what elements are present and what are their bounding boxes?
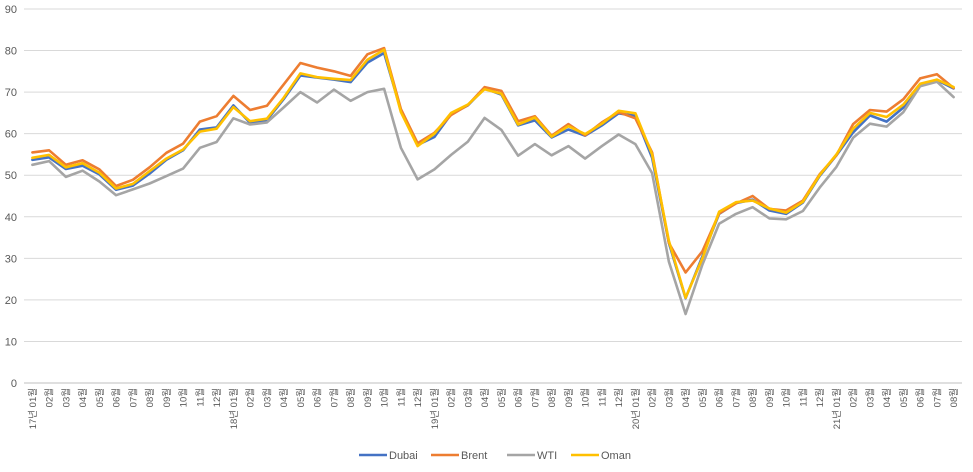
x-tick-label: 10월: [580, 388, 592, 407]
x-tick-label: 06월: [111, 388, 123, 407]
x-tick-label: 06월: [513, 388, 525, 407]
legend-item-oman: Oman: [571, 450, 631, 462]
x-tick-label: 05월: [295, 388, 307, 407]
x-tick-label: 21년 01월: [831, 388, 843, 429]
x-tick-label: 02월: [245, 388, 257, 407]
x-tick-label: 04월: [77, 388, 89, 407]
x-tick-label: 03월: [261, 388, 273, 407]
x-tick-label: 07월: [328, 388, 340, 407]
x-tick-label: 09월: [563, 388, 575, 407]
x-tick-label: 05월: [94, 388, 106, 407]
x-tick-label: 12월: [814, 388, 826, 407]
x-tick-label: 09월: [161, 388, 173, 407]
series-line-brent: [31, 46, 955, 274]
x-tick-label: 09월: [764, 388, 776, 407]
x-tick-label: 03월: [60, 388, 72, 407]
y-tick-label: 90: [5, 4, 17, 16]
x-tick-label: 08월: [948, 388, 960, 407]
x-tick-label: 10월: [379, 388, 391, 407]
x-tick-label: 04월: [680, 388, 692, 407]
y-tick-label: 10: [5, 336, 17, 348]
x-tick-label: 08월: [144, 388, 156, 407]
x-tick-label: 07월: [529, 388, 541, 407]
legend-label: Oman: [601, 450, 631, 462]
x-tick-label: 06월: [312, 388, 324, 407]
legend: Dubai Brent WTI Oman: [359, 450, 631, 462]
x-tick-label: 10월: [781, 388, 793, 407]
x-tick-label: 02월: [848, 388, 860, 407]
y-tick-label: 30: [5, 253, 17, 265]
x-tick-label: 05월: [496, 388, 508, 407]
x-tick-label: 06월: [714, 388, 726, 407]
legend-item-wti: WTI: [507, 450, 557, 462]
x-tick-label: 03월: [462, 388, 474, 407]
legend-label: Dubai: [389, 450, 418, 462]
x-tick-label: 12월: [613, 388, 625, 407]
series-line-oman: [31, 48, 955, 300]
x-tick-label: 17년 01월: [27, 388, 39, 429]
x-tick-label: 05월: [898, 388, 910, 407]
x-tick-label: 18년 01월: [228, 388, 240, 429]
x-tick-label: 07월: [931, 388, 943, 407]
legend-item-dubai: Dubai: [359, 450, 418, 462]
x-tick-label: 03월: [864, 388, 876, 407]
y-tick-label: 60: [5, 129, 17, 141]
x-axis-ticks: 17년 01월 02월 03월 04월 05월 06월 07월 08월 09월 10월 11월 12월…: [27, 388, 960, 429]
legend-label: WTI: [537, 450, 557, 462]
x-tick-label: 04월: [479, 388, 491, 407]
gridlines: [24, 8, 962, 384]
y-axis-ticks: 0 10 20 30 40 50 60 70 80 90: [5, 4, 17, 390]
x-tick-label: 11월: [395, 388, 407, 407]
x-tick-label: 08월: [747, 388, 759, 407]
x-tick-label: 03월: [663, 388, 675, 407]
x-tick-label: 02월: [647, 388, 659, 407]
x-tick-label: 08월: [546, 388, 558, 407]
y-tick-label: 80: [5, 46, 17, 58]
y-tick-label: 50: [5, 170, 17, 182]
x-tick-label: 10월: [178, 388, 190, 407]
series-lines: [31, 46, 955, 316]
x-tick-label: 12월: [412, 388, 424, 407]
y-tick-label: 40: [5, 212, 17, 224]
x-tick-label: 04월: [881, 388, 893, 407]
x-tick-label: 08월: [345, 388, 357, 407]
x-tick-label: 02월: [446, 388, 458, 407]
x-tick-label: 12월: [211, 388, 223, 407]
y-tick-label: 70: [5, 87, 17, 99]
x-tick-label: 19년 01월: [429, 388, 441, 429]
x-tick-label: 11월: [797, 388, 809, 407]
x-tick-label: 11월: [194, 388, 206, 407]
series-line-wti: [31, 80, 955, 316]
x-tick-label: 20년 01월: [630, 388, 642, 429]
x-tick-label: 09월: [362, 388, 374, 407]
x-tick-label: 04월: [278, 388, 290, 407]
x-tick-label: 06월: [915, 388, 927, 407]
legend-label: Brent: [461, 450, 487, 462]
x-tick-label: 05월: [697, 388, 709, 407]
x-tick-label: 02월: [44, 388, 56, 407]
y-tick-label: 20: [5, 295, 17, 307]
x-tick-label: 11월: [596, 388, 608, 407]
legend-item-brent: Brent: [431, 450, 487, 462]
y-tick-label: 0: [11, 378, 17, 390]
x-tick-label: 07월: [730, 388, 742, 407]
x-tick-label: 07월: [127, 388, 139, 407]
